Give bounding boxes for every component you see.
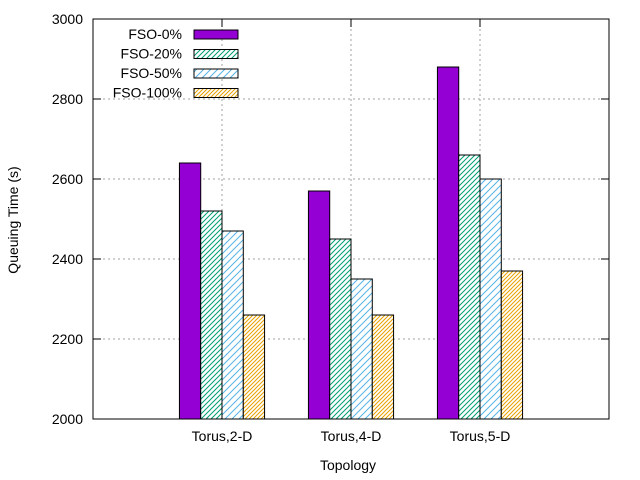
x-tick-label: Torus,5-D <box>450 428 511 444</box>
y-tick-label: 2000 <box>52 411 83 427</box>
bar <box>242 314 266 420</box>
legend-label: FSO-100% <box>113 85 182 101</box>
y-tick-label: 2400 <box>52 251 83 267</box>
bar <box>200 210 223 420</box>
bar <box>350 278 373 420</box>
x-tick-label: Torus,2-D <box>192 428 253 444</box>
legend-label: FSO-20% <box>121 46 182 62</box>
legend-swatch <box>193 29 239 40</box>
legend-label: FSO-50% <box>121 65 182 81</box>
x-axis-label: Topology <box>320 457 376 473</box>
bar <box>436 66 460 420</box>
x-axis-ticks: Torus,2-D Torus,4-D Torus,5-D <box>192 19 511 444</box>
bar <box>500 270 524 420</box>
bar <box>458 154 481 420</box>
bar <box>221 230 244 420</box>
y-tick-label: 2600 <box>52 171 83 187</box>
legend-swatch <box>193 88 239 98</box>
bar <box>371 314 395 420</box>
bar <box>479 178 502 420</box>
y-axis-ticks: 2000 2200 2400 2600 2800 3000 <box>52 11 609 427</box>
y-tick-label: 2800 <box>52 91 83 107</box>
y-tick-label: 2200 <box>52 331 83 347</box>
y-axis-label: Queuing Time (s) <box>5 166 21 273</box>
y-tick-label: 3000 <box>52 11 83 27</box>
bar <box>307 190 331 420</box>
x-tick-label: Torus,4-D <box>321 428 382 444</box>
bars-group <box>178 66 524 420</box>
legend-swatch <box>193 68 239 79</box>
bar <box>178 162 202 420</box>
legend: FSO-0% FSO-20% FSO-50% FSO-100% <box>113 26 239 101</box>
legend-swatch <box>193 49 239 59</box>
bar <box>329 238 352 420</box>
legend-label: FSO-0% <box>128 26 182 42</box>
